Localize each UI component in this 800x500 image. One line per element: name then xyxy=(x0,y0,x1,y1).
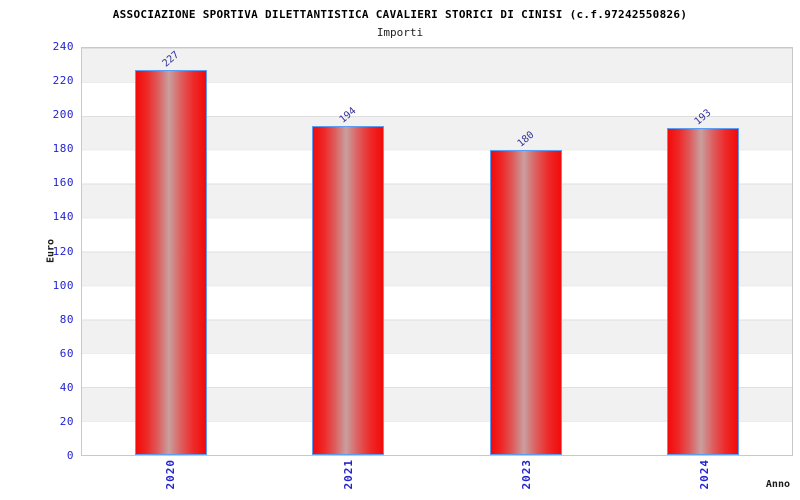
y-tick-label: 100 xyxy=(52,278,74,292)
y-tick-label: 140 xyxy=(52,210,74,224)
chart-subtitle: Importi xyxy=(376,26,424,39)
y-tick-label: 180 xyxy=(52,142,74,156)
bar-2023: 180 xyxy=(489,129,562,455)
bars-container: 227 194 180 193 xyxy=(82,48,792,455)
bar-value-label: 194 xyxy=(337,105,359,126)
chart-title: ASSOCIAZIONE SPORTIVA DILETTANTISTICA CA… xyxy=(112,8,688,21)
y-tick-label: 220 xyxy=(52,74,74,88)
bar-2024: 193 xyxy=(667,107,740,455)
y-tick-label: 120 xyxy=(52,244,74,258)
y-tick-label: 80 xyxy=(59,312,74,326)
x-tick-label: 2024 xyxy=(697,459,711,490)
y-tick-label: 60 xyxy=(59,346,74,360)
bar-2020: 227 xyxy=(134,50,207,455)
bar-slot: 180 xyxy=(437,48,615,455)
x-tick-label: 2023 xyxy=(519,459,533,490)
x-tick-label: 2020 xyxy=(163,459,177,490)
x-axis-tick-labels: 2020 2021 2023 2024 xyxy=(81,459,793,499)
bar-slot: 194 xyxy=(260,48,438,455)
bar-value-label: 180 xyxy=(515,129,537,150)
y-tick-label: 200 xyxy=(52,108,74,122)
bar-2021: 194 xyxy=(312,105,385,455)
y-tick-label: 40 xyxy=(59,380,74,394)
x-tick-cell: 2021 xyxy=(259,459,437,499)
y-tick-label: 0 xyxy=(66,449,74,462)
x-tick-cell: 2020 xyxy=(81,459,259,499)
x-tick-cell: 2023 xyxy=(437,459,615,499)
bar-slot: 227 xyxy=(82,48,260,455)
plot-area: 227 194 180 193 xyxy=(81,47,793,456)
y-tick-label: 240 xyxy=(52,40,74,53)
bar-value-label: 227 xyxy=(160,49,182,70)
bar-slot: 193 xyxy=(615,48,793,455)
y-tick-label: 20 xyxy=(59,414,74,428)
x-axis-title: Anno xyxy=(765,479,790,490)
x-tick-label: 2021 xyxy=(341,459,355,490)
y-tick-label: 160 xyxy=(52,176,74,190)
bar-value-label: 193 xyxy=(692,107,714,128)
